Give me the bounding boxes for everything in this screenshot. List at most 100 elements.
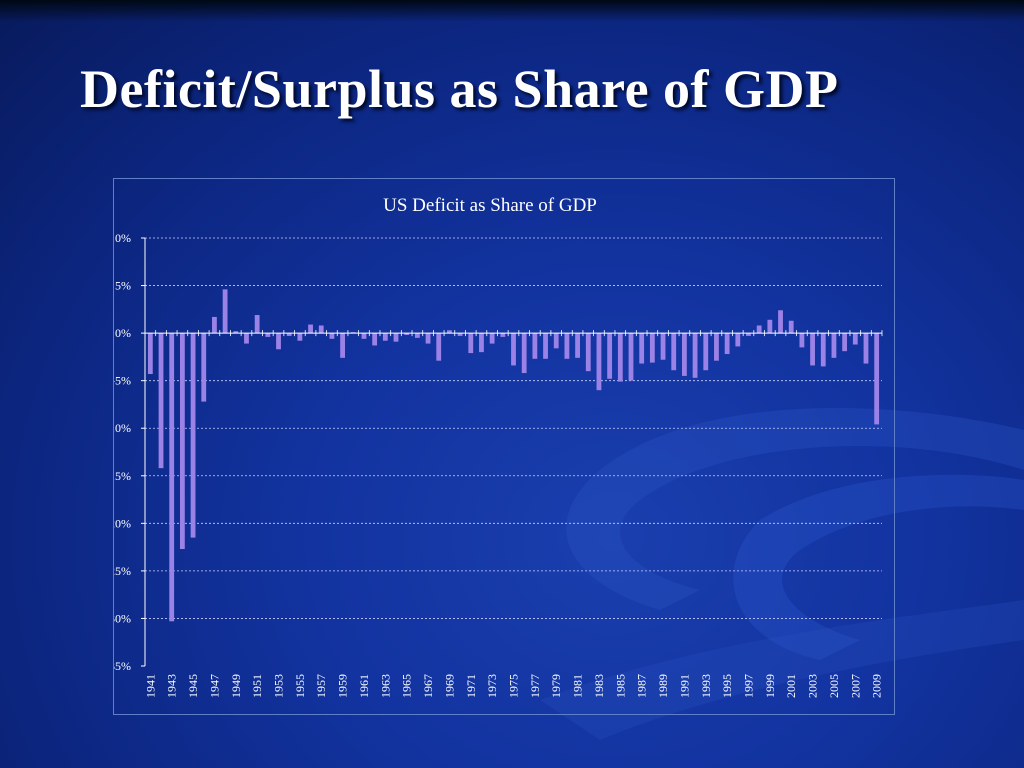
x-tick-label: 1971 [464,674,478,698]
x-tick-label: 1945 [186,674,200,698]
bar-1990 [671,333,677,371]
bar-chart: US Deficit as Share of GDP 10% 5% 0% -5% -10… [114,195,884,698]
bar-1997 [746,333,751,336]
x-tick-label: 1979 [549,674,563,698]
bar-1992 [692,333,698,378]
x-tick-label: 1951 [250,674,264,698]
bar-1967 [425,333,431,344]
x-tick-label: 1973 [485,674,499,698]
x-tick-label: 1953 [272,674,286,698]
bar-1946 [201,333,207,402]
y-tick-label: -15% [114,469,131,483]
x-tick-label: 2003 [806,674,820,698]
x-tick-label: 2001 [784,674,798,698]
bar-1969 [447,330,452,334]
x-tick-label: 1961 [357,674,371,698]
x-tick-label: 2009 [870,674,884,698]
bar-1954 [286,333,292,336]
bar-1949 [233,331,239,334]
bar-2002 [799,333,805,348]
bar-1955 [297,333,303,341]
bar-1993 [703,333,709,371]
bar-1947 [212,316,217,334]
bar-1964 [393,333,399,342]
x-tick-label: 1947 [207,674,221,698]
bar-1941 [147,333,153,375]
x-tick-label: 1997 [741,674,755,698]
x-tick-label: 1969 [442,674,456,698]
bar-1988 [649,333,655,363]
bar-1958 [329,333,335,339]
bar-1965 [404,333,410,336]
bar-1956 [308,324,313,334]
bar-1959 [340,333,346,358]
y-tick-label: -35% [114,659,131,673]
x-tick-label: 1967 [421,674,435,698]
x-tick-label: 1977 [528,674,542,698]
bar-1951 [254,315,260,334]
x-axis-ticks: 1941 1943 1945 1947 1949 1951 1953 1955 1957 1959… [143,330,884,698]
bar-1977 [532,333,538,359]
bar-2008 [863,333,869,364]
x-tick-label: 1981 [571,674,585,698]
bar-1974 [500,333,506,337]
bar-1972 [479,333,484,353]
bar-1952 [265,333,271,337]
bar-1981 [575,333,580,358]
bar-1950 [244,333,249,344]
bar-1996 [735,333,741,347]
bar-1957 [318,325,324,334]
top-shadow-band [0,0,1024,22]
x-tick-label: 1991 [677,674,691,698]
x-tick-label: 1959 [336,674,350,698]
bar-2004 [820,333,826,367]
bars [147,289,880,622]
y-tick-label: -5% [114,374,131,388]
bar-2005 [831,333,837,358]
bar-1986 [628,333,634,381]
bar-1966 [414,333,420,338]
bar-1968 [436,333,442,361]
bar-1975 [511,333,516,366]
chart-title: US Deficit as Share of GDP [383,195,597,216]
x-tick-label: 1941 [143,674,157,698]
y-tick-label: -10% [114,421,131,435]
bar-1983 [596,333,602,391]
x-tick-label: 1957 [314,674,328,698]
bar-1979 [553,333,559,349]
bar-1989 [660,333,666,360]
bar-2009 [874,333,880,425]
bar-1985 [617,333,623,382]
y-tick-label: 0% [115,326,131,340]
bar-1970 [457,333,463,336]
x-tick-label: 1999 [763,674,777,698]
x-tick-label: 1955 [293,674,307,698]
y-tick-label: 5% [115,279,131,293]
x-tick-label: 1963 [378,674,392,698]
x-tick-label: 2005 [827,674,841,698]
x-tick-label: 1987 [635,674,649,698]
x-tick-label: 1965 [400,674,414,698]
bar-1962 [372,333,378,346]
x-tick-label: 1949 [229,674,243,698]
bar-1980 [564,333,570,359]
slide-title: Deficit/Surplus as Share of GDP [80,59,839,119]
bar-1961 [361,333,367,339]
bar-2007 [852,333,858,345]
x-tick-label: 1975 [507,674,521,698]
x-tick-label: 1995 [720,674,734,698]
bar-1987 [639,333,645,364]
bar-1998 [756,325,762,334]
bar-1971 [468,333,474,354]
y-tick-label: -20% [114,516,131,530]
bar-1963 [382,333,388,341]
bar-1994 [714,333,719,361]
chart-container: US Deficit as Share of GDP 10% 5% 0% -5% -10… [113,178,895,715]
x-tick-label: 1985 [613,674,627,698]
axes [144,238,882,666]
bar-1948 [222,289,228,334]
bar-1982 [585,333,591,372]
bar-1973 [489,333,495,344]
bar-2000 [778,310,783,334]
